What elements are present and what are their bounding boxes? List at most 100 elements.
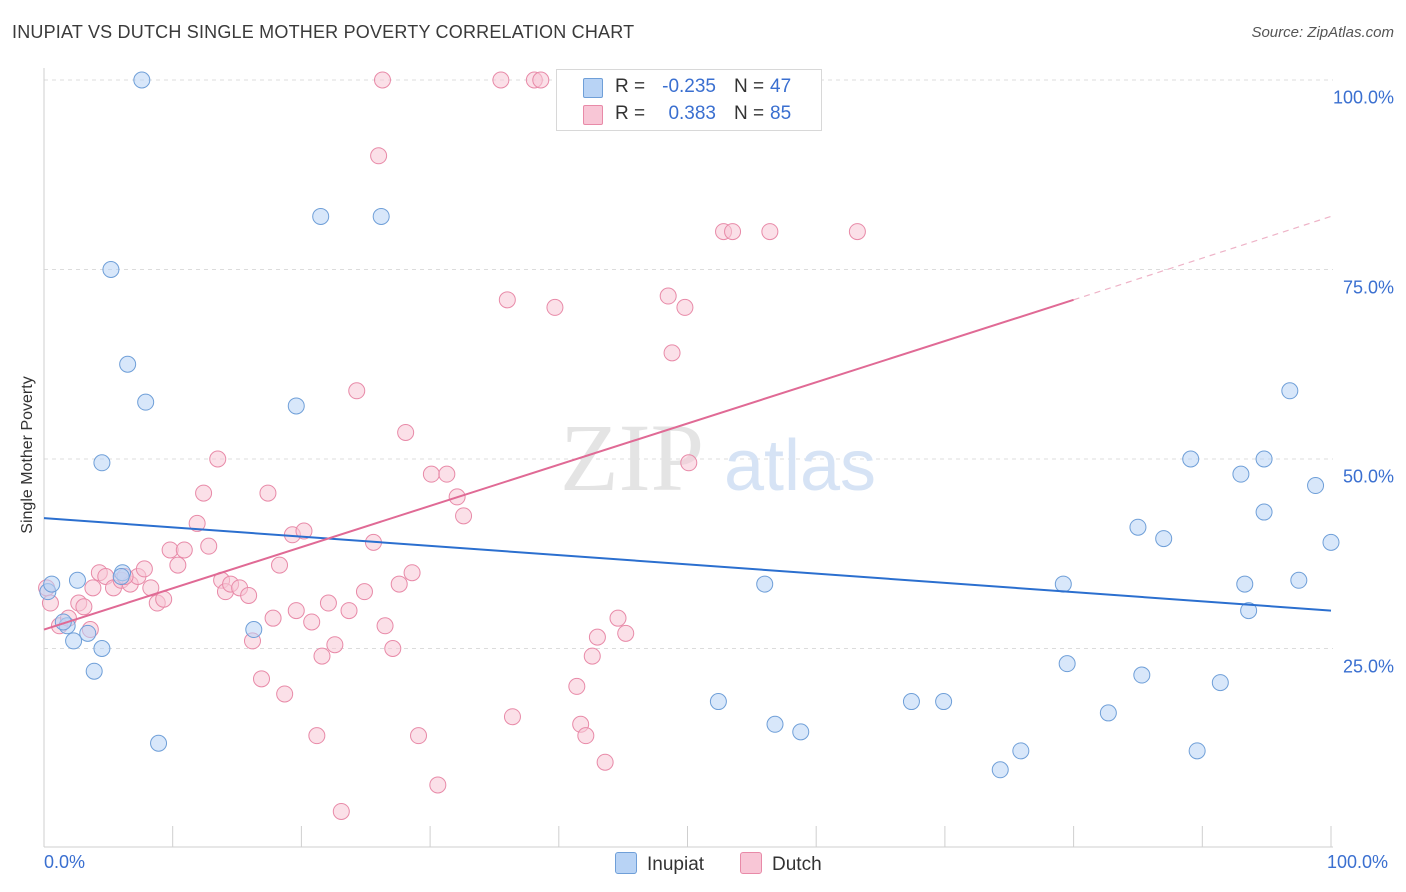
inupiat-point	[902, 693, 920, 711]
dutch-trend-line	[43, 298, 1074, 631]
inupiat-point	[68, 571, 86, 589]
inupiat-point	[54, 613, 72, 631]
dutch-point	[287, 602, 305, 620]
inupiat-point	[287, 397, 305, 415]
dutch-point	[319, 594, 337, 612]
legend-item-dutch[interactable]: Dutch	[740, 852, 822, 876]
r-label: R =	[615, 76, 646, 97]
inupiat-point	[1188, 742, 1206, 760]
dutch-point	[326, 636, 344, 654]
inupiat-point	[119, 355, 137, 373]
dutch-point	[663, 344, 681, 362]
inupiat-point	[133, 71, 151, 89]
inupiat-point	[102, 261, 120, 278]
dutch-point	[271, 556, 289, 574]
inupiat-point	[1322, 533, 1340, 551]
stats-box: R = -0.235 N = 47 R = 0.383 N = 85	[556, 69, 822, 131]
y-tick-label-50: 50.0%	[1342, 466, 1394, 487]
inupiat-points	[39, 71, 1340, 779]
inupiat-point	[93, 454, 111, 472]
dutch-r-value: 0.383	[668, 103, 716, 124]
dutch-point	[546, 298, 564, 316]
x-tick-label-max: 100.0%	[1327, 852, 1389, 872]
dutch-point	[135, 560, 153, 578]
dutch-point	[308, 727, 326, 745]
x-axis	[43, 826, 1333, 848]
dutch-point	[492, 71, 510, 89]
dutch-point	[332, 802, 350, 820]
inupiat-point	[756, 575, 774, 593]
inupiat-point	[65, 632, 83, 650]
chart-title: INUPIAT VS DUTCH SINGLE MOTHER POVERTY C…	[12, 22, 635, 42]
watermark: ZIP atlas	[560, 404, 876, 511]
stats-row-inupiat: R = -0.235 N = 47	[557, 74, 821, 100]
inupiat-swatch-icon	[583, 78, 603, 98]
y-tick-label-100: 100.0%	[1332, 87, 1394, 108]
dutch-point	[438, 465, 456, 483]
inupiat-point	[245, 621, 263, 639]
inupiat-point	[1182, 450, 1200, 468]
dutch-point	[609, 609, 627, 627]
inupiat-point	[1281, 382, 1299, 400]
grid-layer	[43, 68, 1333, 847]
dutch-point	[161, 541, 179, 559]
dutch-point	[455, 507, 473, 525]
dutch-point	[373, 71, 391, 89]
dutch-point	[303, 613, 321, 631]
r-label: R =	[615, 103, 646, 124]
inupiat-point	[1099, 704, 1117, 722]
inupiat-point	[43, 575, 61, 593]
dutch-point	[253, 670, 271, 688]
inupiat-point	[1232, 465, 1250, 483]
legend-label-dutch: Dutch	[772, 854, 822, 875]
inupiat-point	[1211, 674, 1229, 692]
dutch-point	[588, 628, 606, 646]
x-tick-label-min: 0.0%	[44, 852, 86, 872]
dutch-point	[209, 450, 227, 468]
dutch-point	[259, 484, 277, 502]
y-tick-label-75: 75.0%	[1342, 277, 1394, 297]
dutch-point	[596, 753, 614, 771]
inupiat-point	[1290, 571, 1308, 589]
dutch-point	[568, 677, 586, 695]
dutch-point	[403, 564, 421, 582]
dutch-point	[532, 71, 550, 89]
y-tick-label-25: 25.0%	[1342, 656, 1394, 676]
dutch-point	[200, 537, 218, 555]
inupiat-point	[1307, 477, 1325, 495]
dutch-point	[75, 598, 93, 616]
inupiat-point	[1054, 575, 1072, 593]
inupiat-point	[112, 567, 130, 585]
inupiat-point	[1058, 655, 1076, 673]
dutch-point	[761, 223, 779, 241]
dutch-point	[348, 382, 366, 400]
dutch-point	[188, 514, 206, 532]
dutch-point	[195, 484, 213, 502]
dutch-point	[429, 776, 447, 794]
dutch-point	[355, 583, 373, 601]
dutch-point	[848, 223, 866, 241]
source-label: Source: ZipAtlas.com	[1251, 24, 1394, 41]
inupiat-point	[1255, 503, 1273, 521]
inupiat-legend-icon	[615, 852, 637, 874]
inupiat-point	[312, 207, 330, 225]
inupiat-point	[1236, 575, 1254, 593]
inupiat-point	[150, 734, 168, 752]
dutch-point	[659, 287, 677, 305]
inupiat-n-value: 47	[770, 76, 792, 97]
dutch-trend-extension	[1073, 215, 1332, 301]
dutch-point	[676, 298, 694, 316]
dutch-legend-icon	[740, 852, 762, 874]
inupiat-point	[991, 761, 1009, 779]
dutch-point	[410, 727, 428, 745]
dutch-point	[384, 640, 402, 657]
n-label: N =	[734, 76, 765, 97]
inupiat-point	[137, 393, 155, 411]
dutch-point	[370, 147, 388, 165]
dutch-point	[724, 223, 742, 241]
legend-item-inupiat[interactable]: Inupiat	[615, 852, 704, 876]
dutch-point	[617, 624, 635, 642]
dutch-point	[503, 708, 521, 726]
inupiat-point	[766, 715, 784, 733]
inupiat-point	[1133, 666, 1151, 684]
